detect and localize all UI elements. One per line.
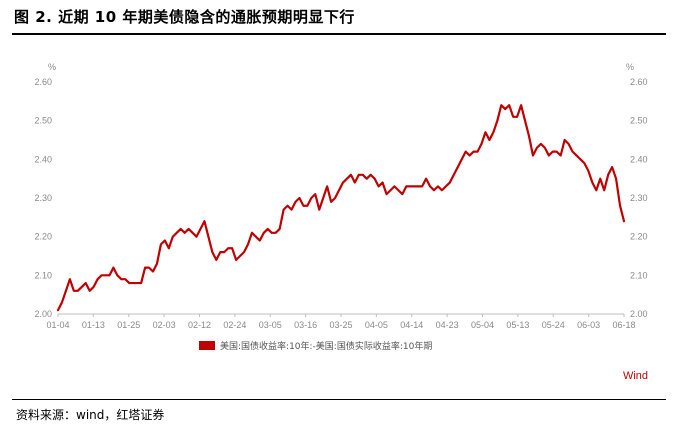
title-rule xyxy=(12,33,666,35)
x-tick-label: 03-25 xyxy=(329,320,352,330)
x-tick-label: 06-03 xyxy=(577,320,600,330)
x-axis: 01-04 01-13 01-25 02-03 02-12 02-24 03-05 03-16… xyxy=(46,314,636,330)
wind-brand: Wind xyxy=(623,370,648,382)
y-tick-left: 2.20 xyxy=(34,232,52,242)
y-tick-right: 2.60 xyxy=(630,77,648,87)
x-tick-label: 02-12 xyxy=(188,320,211,330)
x-tick-label: 01-13 xyxy=(82,320,105,330)
y-tick-left: 2.40 xyxy=(34,154,52,164)
x-tick-label: 03-05 xyxy=(259,320,282,330)
y-tick-right: 2.20 xyxy=(630,232,648,242)
line-chart: 2.00 2.10 2.20 2.30 2.40 2.50 2.60 2.00 2.10 2.2… xyxy=(34,62,648,382)
y-tick-right: 2.00 xyxy=(630,309,648,319)
y-tick-right: 2.10 xyxy=(630,270,648,280)
x-tick-label: 01-04 xyxy=(46,320,69,330)
y-tick-left: 2.00 xyxy=(34,309,52,319)
x-tick-label: 06-18 xyxy=(612,320,635,330)
left-axis-unit: % xyxy=(48,62,56,72)
source-note: 资料来源：wind，红塔证券 xyxy=(16,408,165,422)
chart-panel: 2.00 2.10 2.20 2.30 2.40 2.50 2.60 2.00 2.10 2.2… xyxy=(12,40,666,395)
y-tick-right: 2.50 xyxy=(630,116,648,126)
right-axis-unit: % xyxy=(626,62,634,72)
x-tick-label: 04-05 xyxy=(365,320,388,330)
x-tick-label: 05-24 xyxy=(542,320,565,330)
x-tick-label: 02-24 xyxy=(223,320,246,330)
series-line xyxy=(56,104,626,312)
source-rule xyxy=(12,399,666,400)
y-tick-left: 2.10 xyxy=(34,270,52,280)
x-tick-label: 04-14 xyxy=(400,320,423,330)
x-tick-label: 05-04 xyxy=(471,320,494,330)
right-y-axis: 2.00 2.10 2.20 2.30 2.40 2.50 2.60 xyxy=(630,77,648,319)
x-tick-label: 05-13 xyxy=(506,320,529,330)
y-tick-right: 2.40 xyxy=(630,154,648,164)
y-tick-right: 2.30 xyxy=(630,193,648,203)
x-tick-label: 03-16 xyxy=(294,320,317,330)
legend-label: 美国:国债收益率:10年:-美国:国债实际收益率:10年期 xyxy=(220,340,432,352)
left-y-axis: 2.00 2.10 2.20 2.30 2.40 2.50 2.60 xyxy=(34,77,52,319)
x-tick-label: 01-25 xyxy=(117,320,140,330)
y-tick-left: 2.60 xyxy=(34,77,52,87)
legend-swatch xyxy=(199,341,215,350)
y-tick-left: 2.30 xyxy=(34,193,52,203)
x-tick-label: 04-23 xyxy=(436,320,459,330)
figure-title: 图 2. 近期 10 年期美债隐含的通胀预期明显下行 xyxy=(14,8,355,26)
y-tick-left: 2.50 xyxy=(34,116,52,126)
x-tick-label: 02-03 xyxy=(153,320,176,330)
